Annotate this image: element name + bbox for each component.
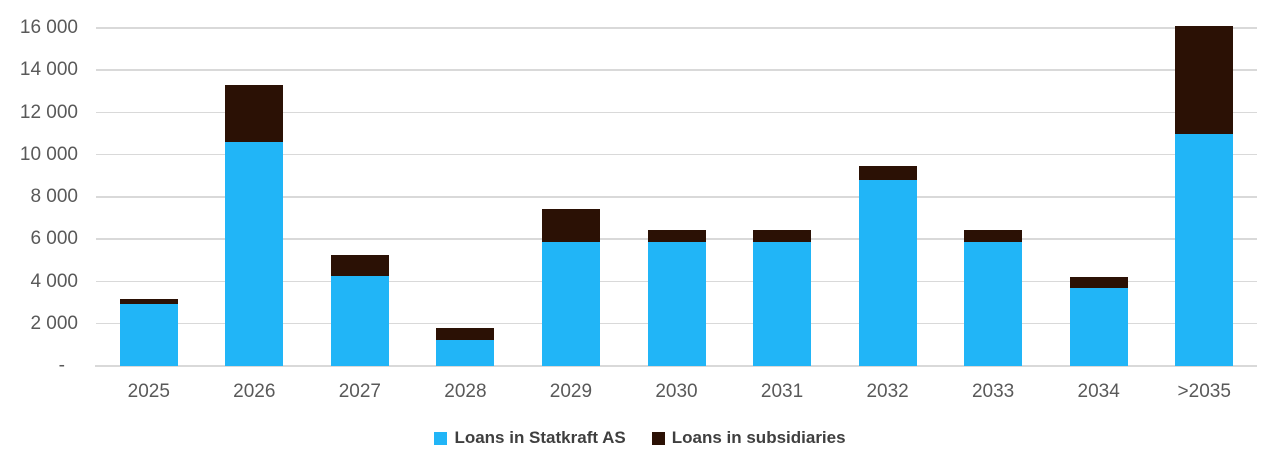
bar-2029-subsidiaries [541, 208, 600, 243]
bar-2034-subsidiaries [1069, 277, 1128, 288]
bar-2032-statkraft [858, 180, 917, 366]
x-tick-label-2026: 2026 [233, 381, 276, 402]
bar-2027-subsidiaries [330, 255, 389, 277]
y-tick-label-10000: 10 000 [19, 143, 78, 165]
bar-2026-subsidiaries [225, 85, 284, 143]
bar-2025-subsidiaries [119, 299, 178, 304]
legend-label: Loans in Statkraft AS [454, 428, 626, 447]
bar-group-2031 [753, 0, 812, 366]
y-tick-label-6000: 6 000 [30, 228, 78, 250]
legend: Loans in Statkraft AS Loans in subsidiari… [0, 427, 1280, 449]
bar-2032-subsidiaries [858, 166, 917, 181]
bar-group-2027 [330, 0, 389, 366]
y-tick-label-0: - [58, 355, 65, 376]
x-axis: 2025 2026 2027 2028 2029 2030 2031 2032 2033 2034… [0, 380, 1280, 404]
y-tick-label-14000: 14 000 [19, 59, 78, 81]
x-tick-label-2028: 2028 [444, 381, 487, 402]
bar-2033-subsidiaries [964, 230, 1023, 243]
gridline-14000 [96, 69, 1257, 71]
x-tick-label-2033: 2033 [971, 381, 1015, 402]
gridline-16000 [96, 27, 1257, 29]
y-tick-label-8000: 8 000 [30, 186, 78, 207]
gridline-8000 [96, 196, 1257, 198]
y-tick-label-2000: 2 000 [30, 312, 78, 334]
bar-2028-subsidiaries [436, 327, 495, 340]
x-tick-label-2027: 2027 [338, 381, 381, 402]
x-tick-label-2030: 2030 [655, 381, 698, 402]
gridline-10000 [96, 153, 1257, 156]
bar-gt2035-statkraft [1175, 133, 1234, 366]
bar-group-2028 [436, 0, 495, 366]
legend-swatch-icon [651, 431, 665, 445]
legend-item-subsidiaries: Loans in subsidiaries [651, 428, 846, 448]
bar-group-2025 [119, 0, 178, 366]
y-axis: - 2 000 4 000 6 000 8 000 10 000 12 000 14 000 1… [0, 0, 78, 380]
y-tick-label-16000: 16 000 [19, 17, 78, 38]
bar-group-2026 [225, 0, 284, 366]
x-tick-label-2025: 2025 [127, 381, 170, 402]
x-tick-label-2034: 2034 [1077, 381, 1120, 402]
x-tick-label-2032: 2032 [866, 381, 909, 402]
y-tick-label-4000: 4 000 [30, 270, 78, 292]
bar-2029-statkraft [541, 242, 600, 366]
y-tick-label-12000: 12 000 [19, 101, 78, 123]
x-tick-label-2029: 2029 [549, 381, 593, 402]
bar-2033-statkraft [964, 242, 1023, 366]
bar-group-2034 [1069, 0, 1128, 366]
x-axis-line [95, 365, 1257, 367]
bar-group-2030 [647, 0, 706, 366]
bar-2030-subsidiaries [647, 230, 706, 243]
legend-swatch-icon [434, 431, 448, 445]
bar-2034-statkraft [1069, 287, 1128, 366]
plot-area [95, 0, 1257, 367]
gridline-12000 [96, 111, 1257, 113]
bar-group-2033 [964, 0, 1023, 366]
legend-label: Loans in subsidiaries [671, 428, 846, 447]
bar-2025-statkraft [119, 303, 178, 366]
x-tick-label-gt2035: >2035 [1177, 381, 1231, 402]
bar-gt2035-subsidiaries [1175, 25, 1234, 134]
bar-2027-statkraft [330, 276, 389, 366]
bar-2026-statkraft [225, 142, 284, 366]
bar-2031-subsidiaries [753, 230, 812, 243]
bar-2030-statkraft [647, 242, 706, 366]
bar-2031-statkraft [753, 242, 812, 366]
bar-2028-statkraft [436, 339, 495, 366]
legend-item-statkraft: Loans in Statkraft AS [434, 428, 626, 448]
x-tick-label-2031: 2031 [760, 381, 804, 402]
bar-group-2029 [541, 0, 600, 366]
bar-group-2032 [858, 0, 917, 366]
bar-group-gt2035 [1175, 0, 1234, 366]
